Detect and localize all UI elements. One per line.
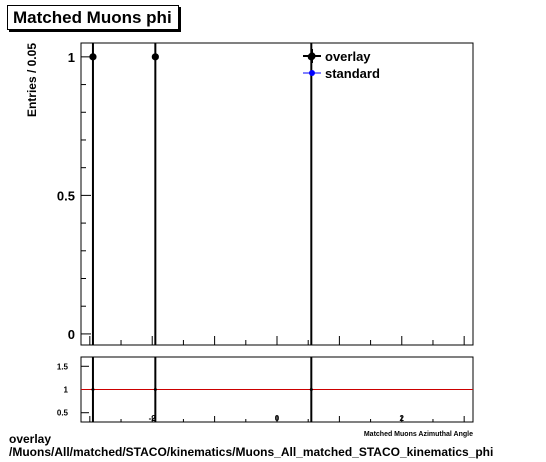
legend-overlay-label: overlay	[325, 49, 371, 64]
ratio-x-tick-label: -2	[149, 414, 157, 423]
ratio-x-tick-label: 2	[400, 414, 405, 423]
ratio-data-point	[153, 388, 157, 391]
ratio-y-tick-label: 1.5	[57, 362, 69, 371]
ratio-y-tick-label: 0.5	[57, 409, 69, 418]
legend-overlay-marker	[308, 52, 316, 60]
footer-path: /Muons/All/matched/STACO/kinematics/Muon…	[9, 445, 494, 459]
legend-standard-label: standard	[325, 66, 380, 81]
y-axis-label: Entries / 0.05	[25, 43, 39, 117]
overlay-data-point	[89, 53, 97, 61]
y-tick-label: 0	[68, 327, 75, 342]
x-axis-label: Matched Muons Azimuthal Angle	[364, 431, 473, 438]
main-plot-frame	[80, 42, 474, 346]
ratio-y-tick-label: 1	[64, 386, 69, 395]
ratio-data-point	[91, 388, 95, 391]
chart-title: Matched Muons phi	[7, 5, 179, 30]
overlay-data-point	[151, 53, 159, 61]
legend-standard-marker	[309, 70, 315, 76]
y-tick-label: 0.5	[57, 188, 75, 203]
y-tick-label: 1	[68, 50, 75, 65]
ratio-data-point	[309, 388, 313, 391]
footer-label: overlay	[9, 432, 52, 446]
ratio-x-tick-label: 0	[275, 414, 280, 423]
